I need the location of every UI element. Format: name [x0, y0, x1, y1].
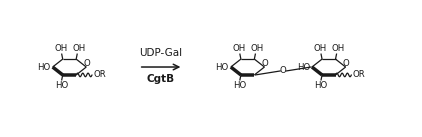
- Text: HO: HO: [233, 81, 246, 90]
- Text: OH: OH: [332, 44, 345, 53]
- Text: CgtB: CgtB: [147, 74, 175, 84]
- Text: UDP-Gal: UDP-Gal: [139, 48, 183, 58]
- Text: OH: OH: [314, 44, 327, 53]
- Text: OH: OH: [251, 44, 264, 53]
- Text: HO: HO: [55, 81, 68, 90]
- Text: O: O: [280, 66, 287, 75]
- Text: HO: HO: [216, 62, 229, 72]
- Text: OR: OR: [352, 70, 365, 79]
- Text: OH: OH: [54, 44, 68, 53]
- Text: HO: HO: [38, 62, 51, 72]
- Text: OH: OH: [232, 44, 246, 53]
- Text: HO: HO: [314, 81, 328, 90]
- Text: OH: OH: [73, 44, 86, 53]
- Text: O: O: [83, 58, 90, 68]
- Text: O: O: [343, 58, 349, 68]
- Text: HO: HO: [297, 62, 310, 72]
- Text: O: O: [261, 58, 268, 68]
- Text: OR: OR: [93, 70, 106, 79]
